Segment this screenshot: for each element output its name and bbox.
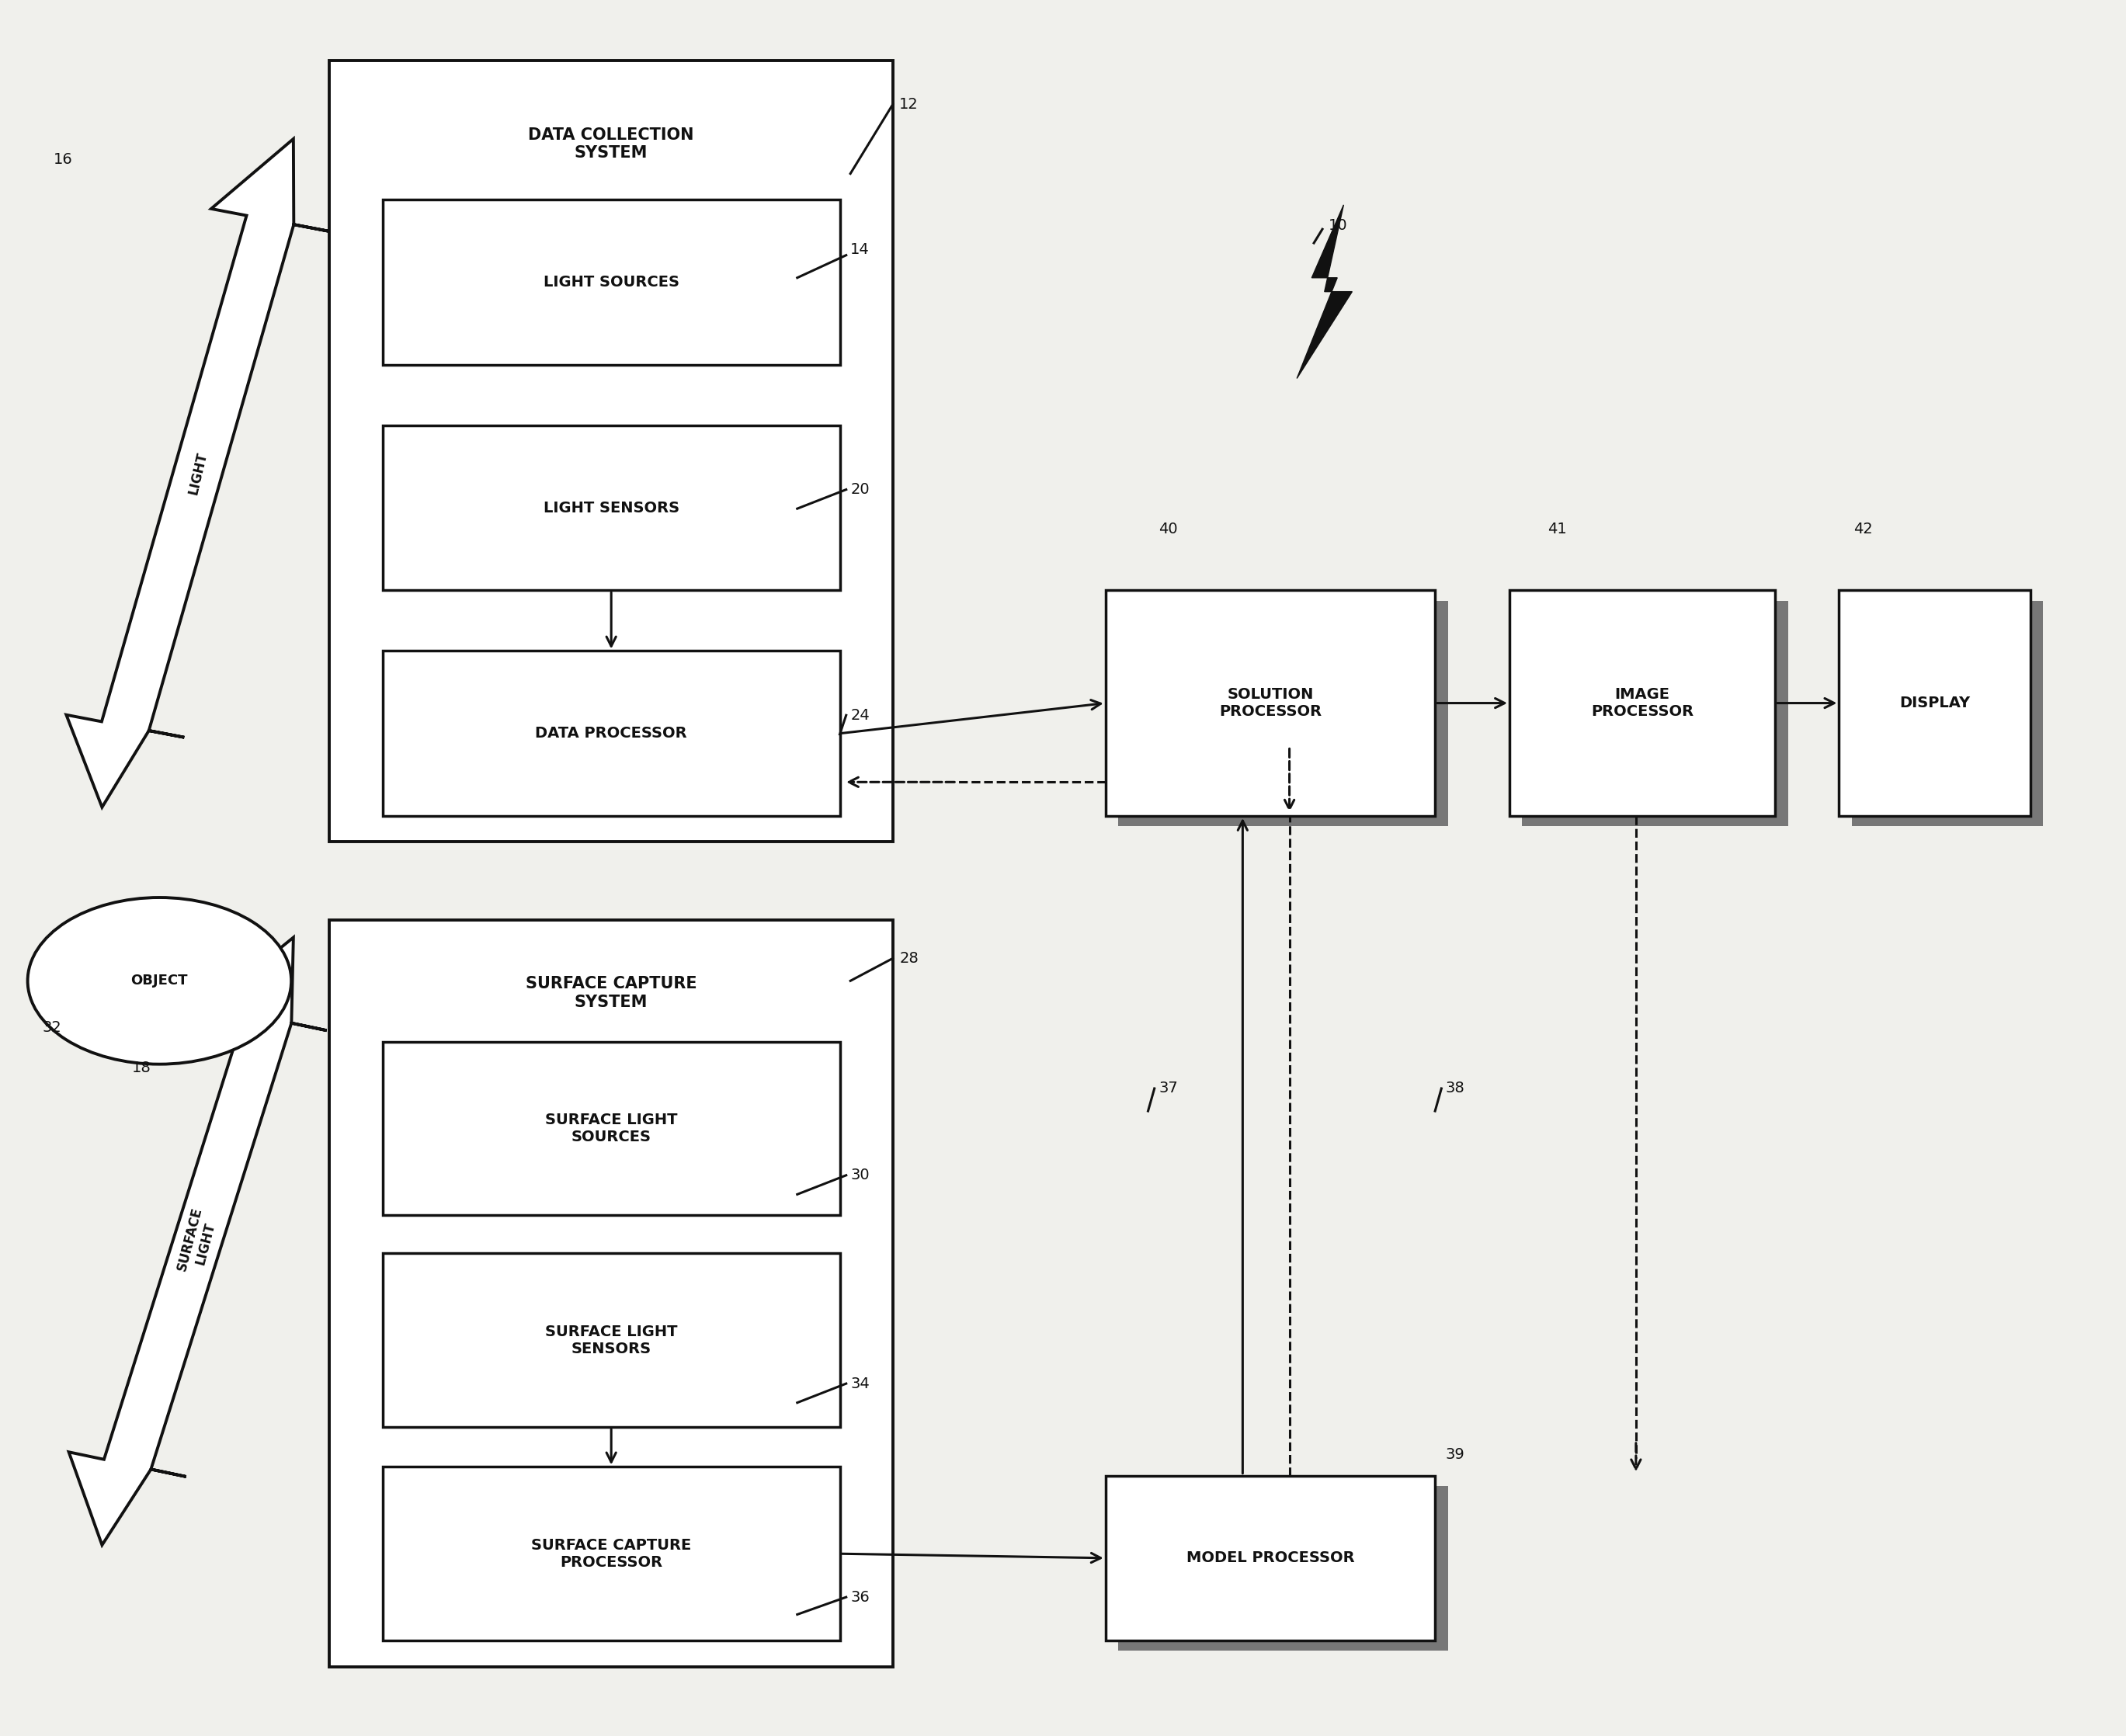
Text: 40: 40 [1159, 523, 1178, 536]
Bar [383, 200, 840, 365]
Bar [383, 1467, 840, 1641]
Text: DISPLAY: DISPLAY [1899, 696, 1971, 710]
Text: MODEL PROCESSOR: MODEL PROCESSOR [1186, 1550, 1354, 1566]
Text: 32: 32 [43, 1021, 62, 1035]
Bar [383, 1253, 840, 1427]
Bar [395, 661, 853, 826]
Bar [1522, 601, 1788, 826]
Bar [395, 1264, 853, 1437]
Bar [383, 651, 840, 816]
Bar [1106, 1476, 1435, 1641]
Bar [1852, 601, 2043, 826]
Polygon shape [1297, 205, 1352, 378]
Text: LIGHT: LIGHT [185, 450, 210, 496]
Text: SURFACE LIGHT
SENSORS: SURFACE LIGHT SENSORS [544, 1325, 678, 1356]
Bar [395, 210, 853, 375]
Text: SOLUTION
PROCESSOR: SOLUTION PROCESSOR [1218, 687, 1322, 719]
Text: 36: 36 [850, 1590, 870, 1604]
Text: 28: 28 [899, 951, 918, 965]
Text: 20: 20 [850, 483, 870, 496]
Bar [330, 920, 893, 1667]
Bar [383, 425, 840, 590]
Polygon shape [66, 139, 330, 807]
Text: 34: 34 [850, 1377, 870, 1391]
Text: 37: 37 [1159, 1082, 1178, 1095]
Bar [1509, 590, 1775, 816]
Text: DATA PROCESSOR: DATA PROCESSOR [536, 726, 687, 741]
Text: LIGHT SOURCES: LIGHT SOURCES [544, 274, 678, 290]
Bar [1839, 590, 2030, 816]
Bar [1118, 601, 1448, 826]
Bar [395, 436, 853, 601]
Text: 41: 41 [1548, 523, 1567, 536]
Ellipse shape [28, 898, 291, 1064]
Bar [330, 61, 893, 842]
Text: 14: 14 [850, 243, 870, 257]
Text: 18: 18 [132, 1061, 151, 1075]
Text: 10: 10 [1329, 219, 1348, 233]
Text: 24: 24 [850, 708, 870, 722]
Bar [1118, 1486, 1448, 1651]
Bar [383, 1042, 840, 1215]
Text: SURFACE
LIGHT: SURFACE LIGHT [174, 1207, 221, 1276]
Text: 30: 30 [850, 1168, 870, 1182]
Text: OBJECT: OBJECT [132, 974, 187, 988]
Text: 16: 16 [53, 153, 72, 167]
Polygon shape [68, 937, 327, 1545]
Bar [395, 1477, 853, 1651]
Bar [1106, 590, 1435, 816]
Text: 38: 38 [1446, 1082, 1465, 1095]
Text: SURFACE LIGHT
SOURCES: SURFACE LIGHT SOURCES [544, 1113, 678, 1144]
Text: SURFACE CAPTURE
SYSTEM: SURFACE CAPTURE SYSTEM [525, 976, 697, 1010]
Bar [395, 1052, 853, 1226]
Text: 39: 39 [1446, 1448, 1465, 1462]
Text: IMAGE
PROCESSOR: IMAGE PROCESSOR [1590, 687, 1694, 719]
Text: 42: 42 [1854, 523, 1873, 536]
Text: DATA COLLECTION
SYSTEM: DATA COLLECTION SYSTEM [529, 127, 693, 161]
Text: 12: 12 [899, 97, 918, 111]
Text: LIGHT SENSORS: LIGHT SENSORS [544, 500, 678, 516]
Text: SURFACE CAPTURE
PROCESSOR: SURFACE CAPTURE PROCESSOR [532, 1538, 691, 1569]
